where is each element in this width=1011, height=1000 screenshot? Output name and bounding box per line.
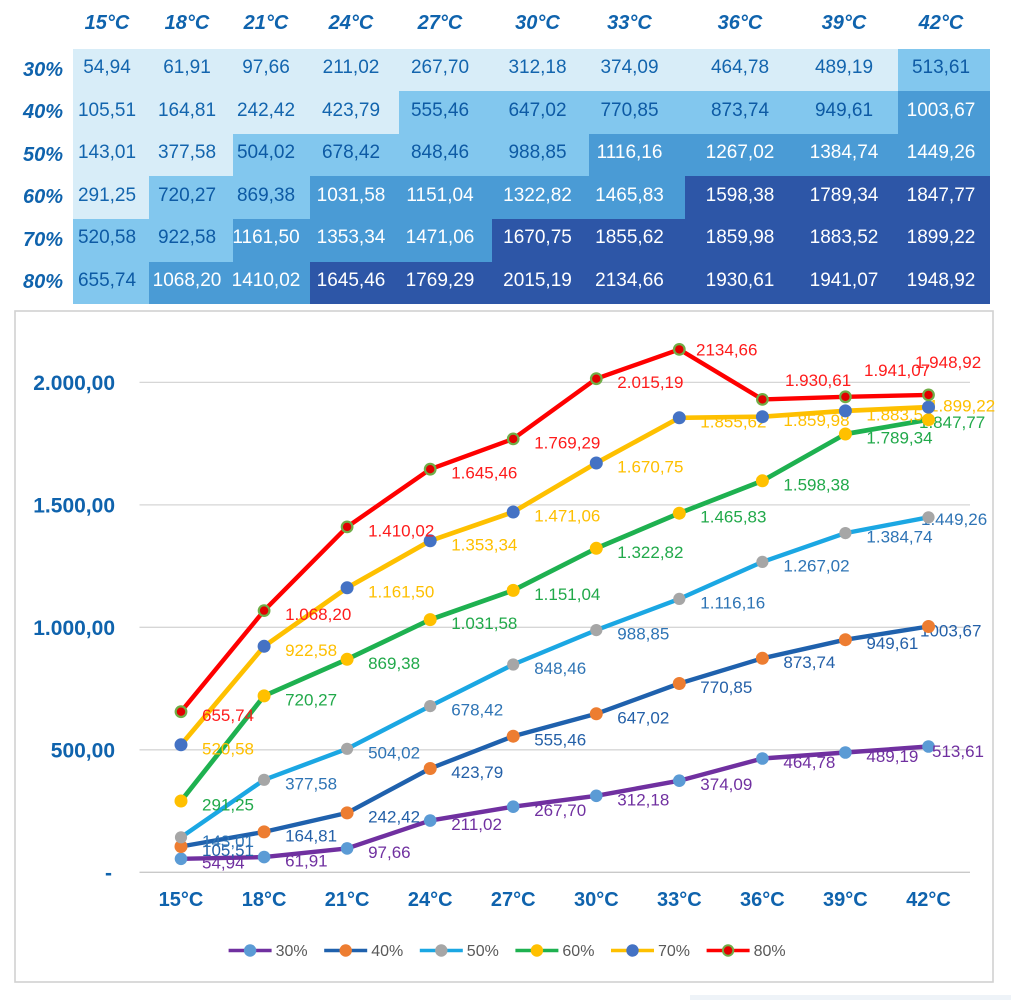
svg-text:1.116,16: 1.116,16 [700, 593, 765, 612]
svg-text:374,09: 374,09 [700, 775, 752, 794]
svg-text:18°C: 18°C [242, 889, 287, 911]
svg-text:24°C: 24°C [408, 889, 453, 911]
svg-text:54,94: 54,94 [202, 853, 245, 872]
svg-text:1.598,38: 1.598,38 [783, 475, 849, 494]
svg-text:464,78: 464,78 [783, 753, 835, 772]
svg-text:988,85: 988,85 [617, 625, 669, 644]
svg-text:1.031,58: 1.031,58 [451, 614, 517, 633]
svg-text:164,81: 164,81 [285, 826, 337, 845]
svg-text:1.948,92: 1.948,92 [915, 353, 981, 372]
svg-text:-: - [105, 862, 112, 885]
svg-text:1.384,74: 1.384,74 [866, 528, 932, 547]
svg-text:40%: 40% [371, 943, 403, 960]
svg-text:1.789,34: 1.789,34 [866, 429, 932, 448]
svg-text:50%: 50% [467, 943, 499, 960]
svg-text:848,46: 848,46 [534, 659, 586, 678]
svg-text:1.855,62: 1.855,62 [700, 412, 766, 431]
svg-text:30°C: 30°C [574, 889, 619, 911]
svg-text:312,18: 312,18 [617, 790, 669, 809]
svg-text:504,02: 504,02 [368, 743, 420, 762]
svg-text:2134,66: 2134,66 [696, 341, 757, 360]
svg-text:80%: 80% [754, 943, 786, 960]
svg-text:423,79: 423,79 [451, 763, 503, 782]
svg-text:1.151,04: 1.151,04 [534, 585, 600, 604]
svg-text:27°C: 27°C [491, 889, 536, 911]
svg-text:1.645,46: 1.645,46 [451, 464, 517, 483]
svg-text:770,85: 770,85 [700, 678, 752, 697]
svg-text:97,66: 97,66 [368, 843, 411, 862]
svg-text:1.847,77: 1.847,77 [919, 413, 985, 432]
svg-text:869,38: 869,38 [368, 654, 420, 673]
svg-text:105,51: 105,51 [202, 841, 254, 860]
svg-text:1.500,00: 1.500,00 [33, 494, 115, 517]
svg-text:2.015,19: 2.015,19 [617, 373, 683, 392]
svg-text:1.068,20: 1.068,20 [285, 605, 351, 624]
svg-text:1.769,29: 1.769,29 [534, 433, 600, 452]
svg-text:211,02: 211,02 [451, 815, 502, 834]
svg-text:21°C: 21°C [325, 889, 370, 911]
svg-text:2.000,00: 2.000,00 [33, 372, 115, 395]
svg-text:873,74: 873,74 [783, 653, 835, 672]
svg-text:42°C: 42°C [906, 889, 951, 911]
svg-text:655,74: 655,74 [202, 706, 254, 725]
svg-text:489,19: 489,19 [866, 747, 918, 766]
svg-text:242,42: 242,42 [368, 807, 420, 826]
svg-text:377,58: 377,58 [285, 774, 337, 793]
svg-text:1.941,07: 1.941,07 [864, 361, 930, 380]
svg-text:1.353,34: 1.353,34 [451, 535, 517, 554]
svg-text:33°C: 33°C [657, 889, 702, 911]
svg-text:520,58: 520,58 [202, 739, 254, 758]
svg-text:15°C: 15°C [159, 889, 204, 911]
svg-text:678,42: 678,42 [451, 701, 503, 720]
svg-text:1.322,82: 1.322,82 [617, 543, 683, 562]
svg-text:720,27: 720,27 [285, 690, 337, 709]
svg-text:1.000,00: 1.000,00 [33, 617, 115, 640]
svg-text:39°C: 39°C [823, 889, 868, 911]
svg-text:30%: 30% [276, 943, 308, 960]
svg-text:1.161,50: 1.161,50 [368, 582, 434, 601]
svg-text:70%: 70% [658, 943, 690, 960]
svg-text:1.410,02: 1.410,02 [368, 521, 434, 540]
svg-text:1.883,52: 1.883,52 [866, 405, 932, 424]
svg-text:1.465,83: 1.465,83 [700, 508, 766, 527]
svg-text:36°C: 36°C [740, 889, 785, 911]
svg-text:1.670,75: 1.670,75 [617, 458, 683, 477]
svg-text:1003,67: 1003,67 [920, 622, 981, 641]
svg-text:1.267,02: 1.267,02 [783, 556, 849, 575]
svg-text:949,61: 949,61 [866, 634, 918, 653]
svg-text:647,02: 647,02 [617, 708, 669, 727]
svg-text:291,25: 291,25 [202, 796, 254, 815]
svg-text:500,00: 500,00 [51, 739, 115, 762]
svg-text:61,91: 61,91 [285, 852, 328, 871]
svg-text:1.930,61: 1.930,61 [785, 371, 851, 390]
svg-text:60%: 60% [562, 943, 594, 960]
svg-text:555,46: 555,46 [534, 731, 586, 750]
svg-text:1.899,22: 1.899,22 [929, 397, 995, 416]
svg-text:1.859,98: 1.859,98 [783, 411, 849, 430]
svg-text:143,01: 143,01 [202, 832, 254, 851]
svg-text:1.449,26: 1.449,26 [921, 510, 987, 529]
svg-text:1.471,06: 1.471,06 [534, 507, 600, 526]
svg-text:513,61: 513,61 [932, 742, 984, 761]
svg-text:922,58: 922,58 [285, 641, 337, 660]
svg-text:267,70: 267,70 [534, 801, 586, 820]
